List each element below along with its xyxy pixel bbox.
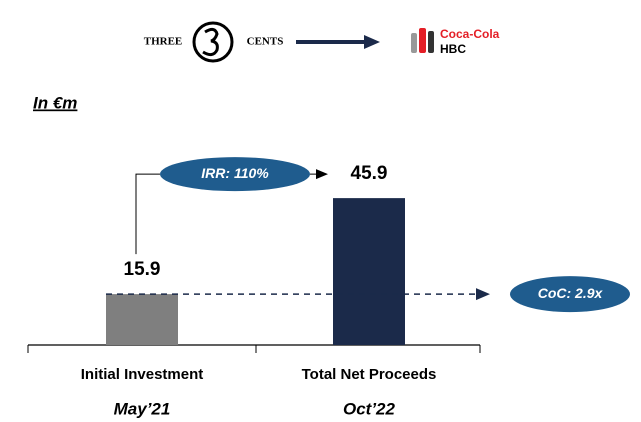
value-label: 15.9 [124, 259, 161, 280]
logo-text: HBC [440, 42, 466, 56]
arrow-head [476, 288, 490, 301]
value-label: 45.9 [351, 163, 388, 184]
annotation: IRR: 110% [201, 165, 269, 181]
arrow-head [316, 169, 328, 180]
x-tick-label: Total Net Proceeds [302, 366, 437, 383]
logo-three-cents: THREE CENTS [144, 21, 284, 63]
logo-glyph [202, 27, 219, 57]
bottle [419, 28, 426, 53]
logo-circle [192, 21, 234, 63]
annotation: CoC: 2.9x [538, 285, 604, 301]
logo-text: CENTS [247, 36, 284, 48]
bottle [428, 31, 434, 53]
bar [106, 294, 178, 345]
annotation-bubble [160, 157, 310, 192]
date-label: Oct’22 [343, 399, 396, 418]
logo-text: THREE [144, 36, 183, 48]
logo-text: Coca-Cola [440, 27, 500, 41]
bottle [411, 33, 417, 53]
bar [333, 198, 405, 345]
logo-cchbc: Coca-Cola HBC [411, 27, 500, 56]
arrow-head [364, 35, 380, 49]
annotation-bubble [510, 276, 630, 313]
unit-label: In €m [33, 93, 77, 112]
x-tick-label: Initial Investment [81, 366, 204, 383]
connector [135, 173, 160, 255]
date-label: May’21 [114, 399, 171, 418]
